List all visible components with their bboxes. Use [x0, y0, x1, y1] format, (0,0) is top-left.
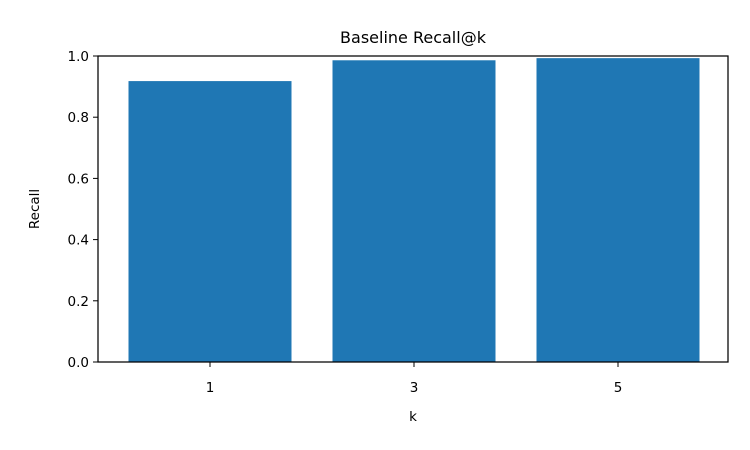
y-tick-label: 0.0	[68, 355, 89, 371]
y-tick-label: 0.8	[68, 110, 89, 126]
bar-k-5	[536, 58, 700, 362]
x-axis-ticks: 1 3 5	[206, 362, 623, 396]
bars-group	[128, 58, 700, 363]
y-tick-label: 1.0	[68, 49, 89, 65]
chart-title: Baseline Recall@k	[340, 28, 487, 47]
y-tick-label: 0.6	[68, 171, 89, 187]
x-axis-title: k	[409, 409, 417, 425]
x-tick-label: 1	[206, 380, 215, 396]
y-tick-label: 0.2	[68, 294, 89, 310]
y-tick-label: 0.4	[68, 233, 89, 249]
bar-k-1	[128, 81, 292, 362]
x-tick-label: 5	[614, 380, 623, 396]
y-axis-ticks: 0.0 0.2 0.4 0.6 0.8 1.0	[68, 49, 98, 371]
x-tick-label: 3	[410, 380, 419, 396]
y-axis-title: Recall	[27, 189, 43, 229]
plot-frame	[97, 55, 729, 363]
bar-k-3	[332, 60, 496, 363]
